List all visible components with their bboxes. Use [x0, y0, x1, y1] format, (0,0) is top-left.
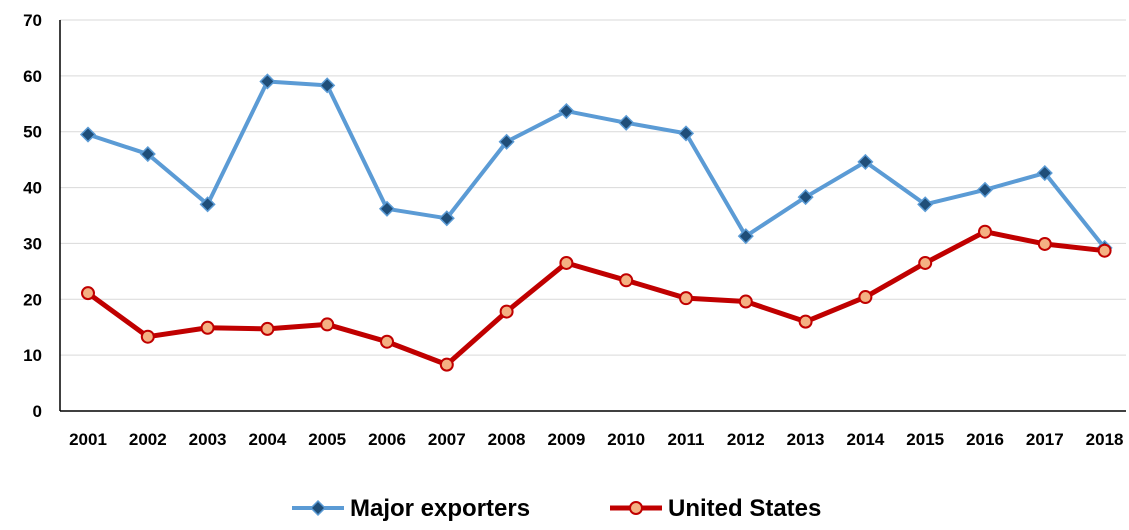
data-point [140, 329, 155, 344]
data-point [378, 200, 396, 217]
y-tick-label: 50 [23, 123, 42, 142]
series-line [86, 229, 1105, 368]
x-tick-label: 2005 [308, 430, 346, 449]
data-point [319, 77, 336, 94]
x-tick-label: 2004 [248, 430, 286, 449]
legend: Major exporters United States [292, 495, 821, 522]
x-tick-label: 2017 [1026, 430, 1064, 449]
series-0 [79, 73, 1113, 256]
data-point [618, 114, 635, 131]
x-tick-label: 2007 [428, 430, 466, 449]
data-point [917, 196, 934, 213]
legend-marker [629, 501, 643, 515]
x-tick-label: 2008 [488, 430, 526, 449]
data-point [439, 357, 454, 372]
gridlines [60, 19, 1126, 356]
y-tick-label: 20 [23, 290, 42, 309]
x-tick-label: 2001 [69, 430, 107, 449]
data-point [738, 294, 753, 309]
x-tick-label: 2014 [846, 430, 884, 449]
data-point [798, 314, 813, 329]
y-tick-label: 40 [23, 179, 42, 198]
legend-label: United States [668, 495, 821, 522]
data-point [81, 286, 95, 301]
legend-label: Major exporters [350, 495, 530, 522]
data-point [380, 334, 394, 349]
y-axis-tick-labels: 0 10 20 30 40 50 60 70 [23, 11, 42, 421]
x-axis-tick-labels: 2001 2002 2003 2004 2005 2006 2007 2008 2009 2010… [69, 430, 1123, 449]
x-tick-label: 2016 [966, 430, 1004, 449]
data-point [677, 125, 695, 142]
x-tick-label: 2006 [368, 430, 406, 449]
y-tick-label: 30 [23, 234, 42, 253]
data-point [737, 228, 754, 245]
data-point [260, 321, 275, 336]
data-point [797, 189, 814, 206]
data-point [858, 290, 873, 305]
x-tick-label: 2018 [1086, 430, 1124, 449]
y-tick-label: 10 [23, 346, 42, 365]
data-point [619, 273, 634, 288]
x-tick-label: 2003 [189, 430, 227, 449]
x-tick-label: 2011 [668, 430, 705, 449]
data-point [1036, 164, 1053, 182]
x-tick-label: 2012 [727, 430, 765, 449]
x-tick-label: 2013 [787, 430, 825, 449]
data-point [918, 255, 933, 270]
data-point [679, 291, 693, 306]
series-1 [81, 224, 1112, 372]
data-point [200, 320, 215, 335]
y-tick-label: 0 [33, 402, 42, 421]
data-point [857, 153, 874, 170]
series-line [87, 79, 1107, 250]
data-point [438, 210, 455, 227]
legend-marker [309, 499, 327, 517]
x-tick-label: 2015 [906, 430, 944, 449]
data-point [498, 133, 515, 150]
data-point [978, 224, 992, 239]
data-point [79, 126, 97, 143]
legend-entry-0: Major exporters [292, 495, 530, 522]
data-point [499, 304, 514, 319]
data-point [199, 196, 216, 213]
y-tick-label: 70 [23, 11, 42, 30]
data-point [320, 317, 335, 332]
series [79, 73, 1113, 372]
data-point [139, 145, 156, 163]
data-point [1097, 243, 1112, 258]
legend-entry-1: United States [610, 495, 821, 522]
axes [59, 20, 1126, 412]
x-tick-label: 2009 [547, 430, 585, 449]
x-tick-label: 2002 [129, 430, 167, 449]
x-tick-label: 2010 [607, 430, 645, 449]
y-tick-label: 60 [23, 67, 42, 86]
data-point [259, 73, 276, 90]
data-point [976, 181, 994, 198]
data-point [559, 255, 574, 270]
data-point [558, 102, 575, 120]
data-point [1037, 236, 1052, 251]
